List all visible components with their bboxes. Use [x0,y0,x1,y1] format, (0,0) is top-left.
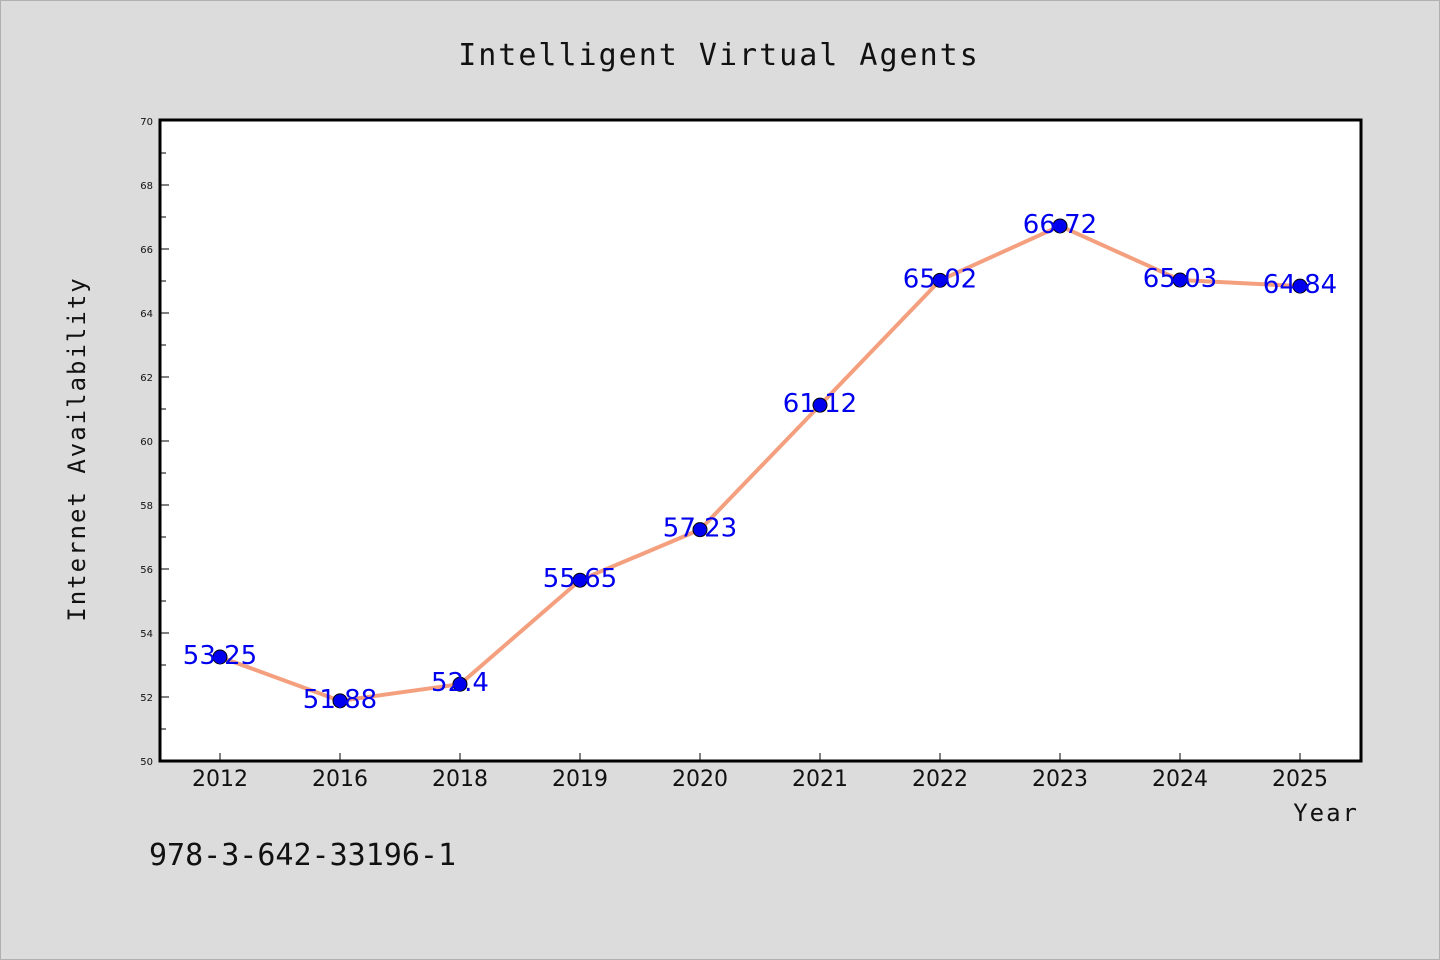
data-label: 57.23 [663,514,737,544]
data-label: 55.65 [543,564,617,594]
series-line [218,223,1302,703]
x-tick-label: 2024 [1152,767,1208,792]
x-tick-label: 2019 [552,767,608,792]
y-axis: 50 52 54 56 58 60 62 64 66 68 70 [140,117,169,768]
y-tick-label: 56 [140,565,153,576]
y-tick-label: 68 [140,181,153,192]
isbn-annotation: 978-3-642-33196-1 [149,838,456,873]
series-group [212,218,1308,709]
x-tick-label: 2018 [432,767,488,792]
x-tick-label: 2020 [672,767,728,792]
data-label: 51.88 [303,685,377,715]
data-point [572,572,588,588]
y-tick-label: 54 [140,629,153,640]
x-tick-label: 2021 [792,767,848,792]
data-label: 61.12 [783,389,857,419]
y-tick-label: 64 [140,309,153,320]
data-point [212,649,228,665]
data-label: 53.25 [183,641,257,671]
y-tick-label: 52 [140,693,153,704]
y-tick-label: 60 [140,437,153,448]
data-point [1052,218,1068,234]
y-axis-label: Internet Availability [63,276,91,621]
y-tick-label: 66 [140,245,153,256]
y-tick-label: 58 [140,501,153,512]
data-point [692,522,708,538]
plot-area [158,118,1363,763]
data-point [332,693,348,709]
x-axis-label: Year [1293,799,1359,827]
x-tick-label: 2023 [1032,767,1088,792]
data-point [1292,278,1308,294]
data-label: 65.02 [903,264,977,294]
data-label: 52.4 [431,668,489,698]
data-point [812,397,828,413]
data-label: 65.03 [1143,264,1217,294]
y-tick-label: 50 [140,757,153,768]
x-tick-label: 2022 [912,767,968,792]
chart-title: Intelligent Virtual Agents [458,38,980,73]
y-tick-label: 62 [140,373,153,384]
data-label: 66.72 [1023,210,1097,240]
data-point [932,272,948,288]
data-label: 64.84 [1263,270,1337,300]
data-point [1172,272,1188,288]
x-tick-label: 2012 [192,767,248,792]
data-point [452,676,468,692]
x-axis: 2012 2016 2018 2019 2020 2021 2022 2023 2024 2025 [192,753,1328,792]
x-tick-label: 2016 [312,767,368,792]
x-tick-label: 2025 [1272,767,1328,792]
data-labels: 53.25 51.88 52.4 55.65 57.23 61.12 65.02 66.72 6… [183,210,1337,715]
y-tick-label: 70 [140,117,153,128]
